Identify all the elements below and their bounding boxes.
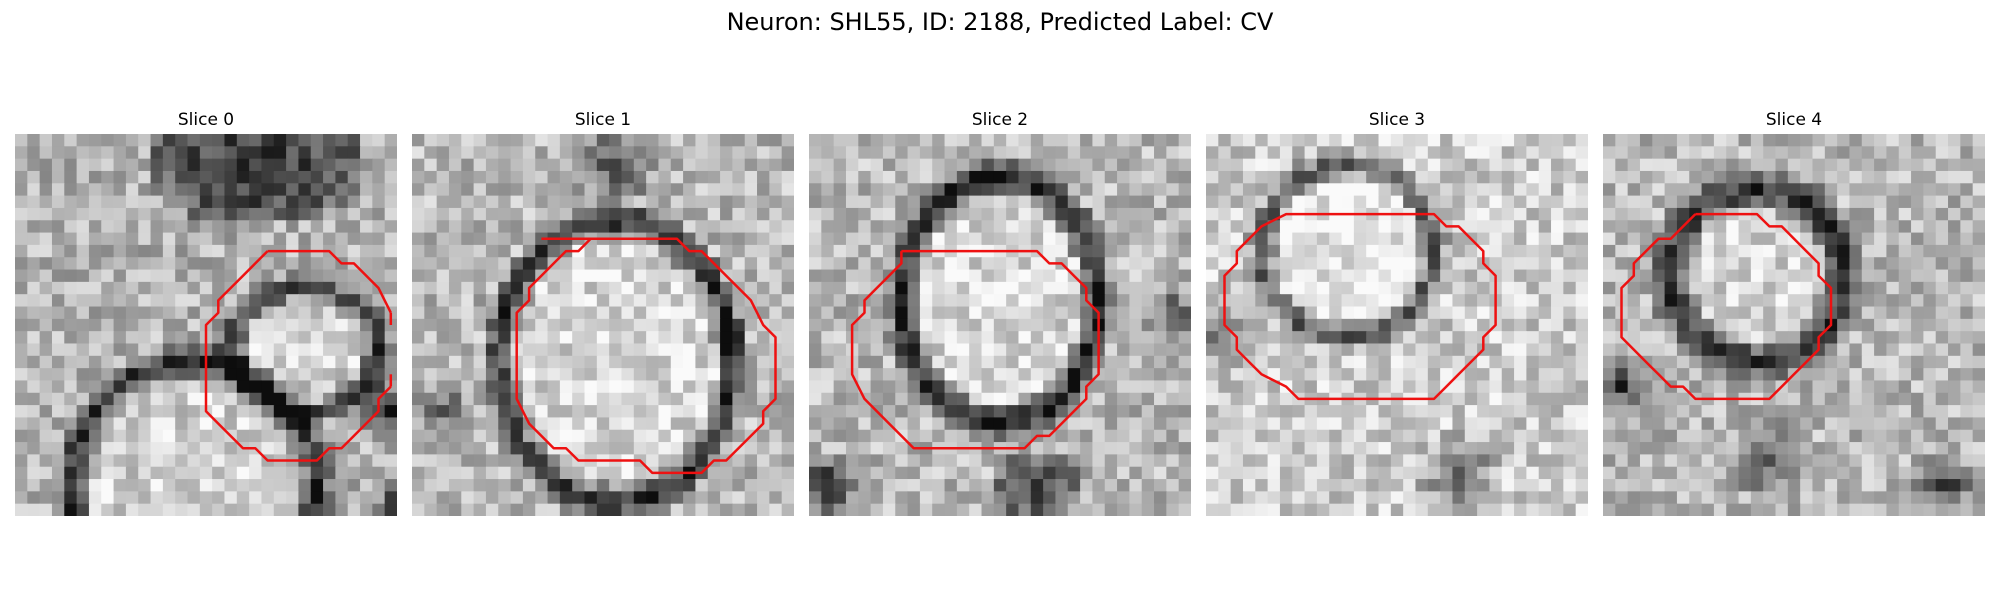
red-contour <box>1620 212 1833 401</box>
red-contour <box>1223 212 1497 401</box>
slice-image-0 <box>15 134 397 516</box>
slice-title-3: Slice 3 <box>1368 110 1426 130</box>
slice-panel-4: Slice 4 <box>1603 110 1985 516</box>
red-contour <box>850 249 1100 450</box>
slice-image-3 <box>1206 134 1588 516</box>
slice-title-4: Slice 4 <box>1765 110 1823 130</box>
grayscale-pixels <box>1206 134 1588 516</box>
slice-image-1 <box>412 134 794 516</box>
red-contour <box>515 237 777 475</box>
slice-image-4 <box>1603 134 1985 516</box>
grayscale-pixels <box>1603 134 1985 516</box>
figure-title: Neuron: SHL55, ID: 2188, Predicted Label… <box>726 8 1274 36</box>
slice-panel-2: Slice 2 <box>809 110 1191 516</box>
slice-panel-0: Slice 0 <box>15 110 397 516</box>
grayscale-pixels <box>15 134 397 516</box>
slice-title-0: Slice 0 <box>177 110 235 130</box>
red-contour-segment <box>204 250 392 462</box>
slice-title-1: Slice 1 <box>574 110 632 130</box>
slice-panel-3: Slice 3 <box>1206 110 1588 516</box>
grayscale-pixels <box>809 134 1191 516</box>
red-contour <box>267 249 392 314</box>
slice-panel-1: Slice 1 <box>412 110 794 516</box>
slice-title-2: Slice 2 <box>971 110 1029 130</box>
slice-image-2 <box>809 134 1191 516</box>
grayscale-pixels <box>412 134 794 516</box>
